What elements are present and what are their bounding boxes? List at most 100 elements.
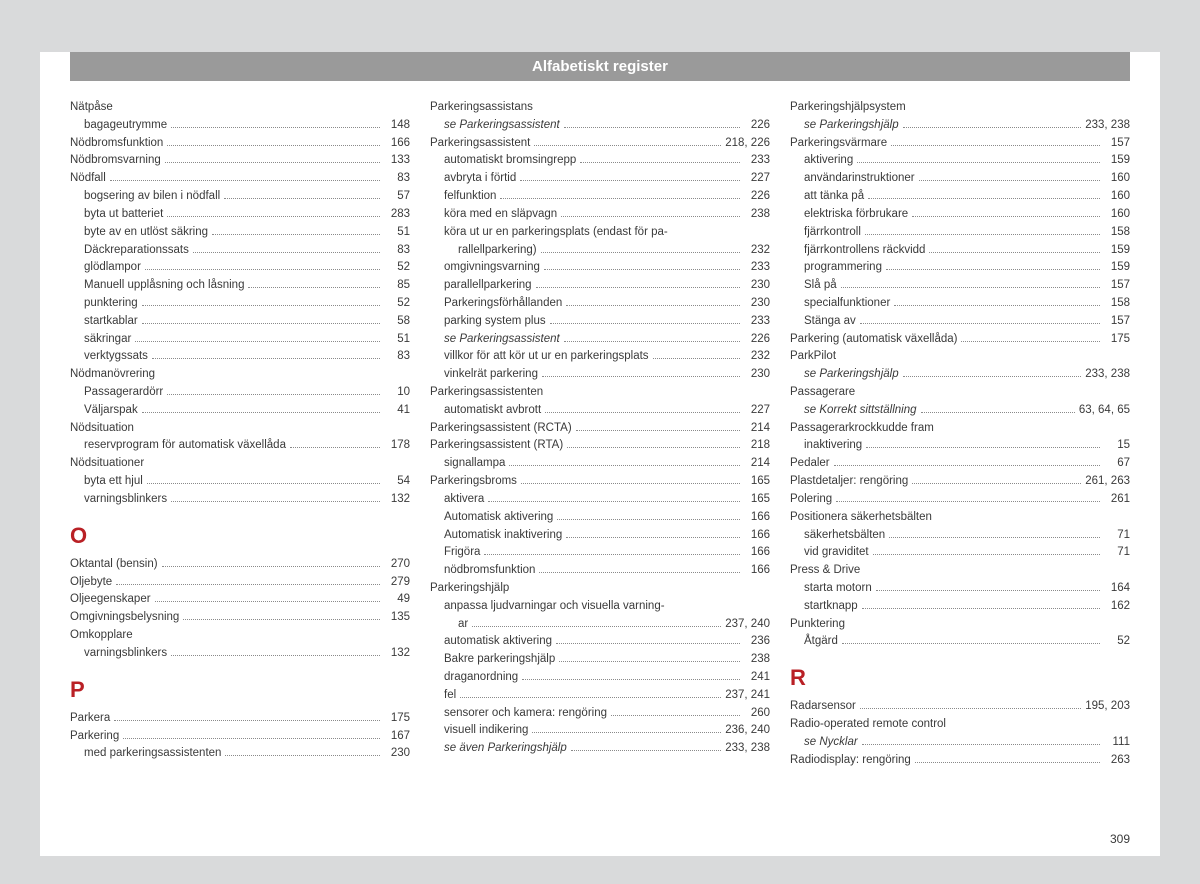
index-entry: Nödsituation bbox=[70, 420, 410, 438]
index-entry-label: Automatisk aktivering bbox=[444, 509, 553, 527]
index-entry: anpassa ljudvarningar och visuella varni… bbox=[430, 598, 770, 616]
index-entry-label: varningsblinkers bbox=[84, 491, 167, 509]
leader-dots bbox=[891, 145, 1100, 146]
index-entry-page: 83 bbox=[384, 170, 410, 188]
index-entry-label: Omkopplare bbox=[70, 627, 133, 645]
index-entry-page: 233 bbox=[744, 152, 770, 170]
leader-dots bbox=[862, 608, 1100, 609]
index-entry-label: Parkeringsassistenten bbox=[430, 384, 543, 402]
index-entry-label: Oljeegenskaper bbox=[70, 591, 151, 609]
index-entry: säkringar51 bbox=[70, 331, 410, 349]
index-entry: Manuell upplåsning och låsning85 bbox=[70, 277, 410, 295]
leader-dots bbox=[653, 358, 740, 359]
leader-dots bbox=[520, 180, 740, 181]
index-entry: automatiskt bromsingrepp 233 bbox=[430, 152, 770, 170]
index-entry-label: rallellparkering) bbox=[458, 242, 537, 260]
index-entry-page: 57 bbox=[384, 188, 410, 206]
leader-dots bbox=[142, 412, 380, 413]
index-entry: ParkPilot bbox=[790, 348, 1130, 366]
leader-dots bbox=[536, 287, 740, 288]
index-column-1: Nätpåsebagageutrymme148Nödbromsfunktion1… bbox=[70, 99, 410, 770]
index-entry: Väljarspak 41 bbox=[70, 402, 410, 420]
leader-dots bbox=[534, 145, 721, 146]
leader-dots bbox=[488, 501, 740, 502]
index-entry-label: programmering bbox=[804, 259, 882, 277]
index-entry-label: Frigöra bbox=[444, 544, 480, 562]
index-entry-page: 218, 226 bbox=[725, 135, 770, 153]
index-entry: Plastdetaljer: rengöring261, 263 bbox=[790, 473, 1130, 491]
leader-dots bbox=[889, 537, 1100, 538]
index-entry-label: Väljarspak bbox=[84, 402, 138, 420]
index-entry-label: Oktantal (bensin) bbox=[70, 556, 158, 574]
index-entry: Passagerare bbox=[790, 384, 1130, 402]
index-entry-label: Nödfall bbox=[70, 170, 106, 188]
index-entry-page: 166 bbox=[744, 562, 770, 580]
index-entry-label: köra med en släpvagn bbox=[444, 206, 557, 224]
index-entry-page: 166 bbox=[744, 509, 770, 527]
index-entry: se Parkeringsassistent226 bbox=[430, 331, 770, 349]
index-entry: Automatisk aktivering 166 bbox=[430, 509, 770, 527]
index-entry: starta motorn164 bbox=[790, 580, 1130, 598]
index-entry-label: Parkeringsförhållanden bbox=[444, 295, 562, 313]
index-entry-label: Nödbromsvarning bbox=[70, 152, 161, 170]
index-entry-label: Slå på bbox=[804, 277, 837, 295]
index-entry-page: 164 bbox=[1104, 580, 1130, 598]
leader-dots bbox=[110, 180, 380, 181]
index-entry-page: 54 bbox=[384, 473, 410, 491]
index-entry-label: Positionera säkerhetsbälten bbox=[790, 509, 932, 527]
index-entry: Nödbromsfunktion166 bbox=[70, 135, 410, 153]
index-entry-page: 111 bbox=[1104, 734, 1130, 752]
index-entry: Parkeringsassistans bbox=[430, 99, 770, 117]
index-entry: användarinstruktioner160 bbox=[790, 170, 1130, 188]
index-entry-label: parallellparkering bbox=[444, 277, 532, 295]
leader-dots bbox=[171, 501, 380, 502]
index-entry: Radio-operated remote control bbox=[790, 716, 1130, 734]
index-entry-page: 52 bbox=[384, 295, 410, 313]
index-entry-label: automatiskt bromsingrepp bbox=[444, 152, 576, 170]
index-entry-label: fel bbox=[444, 687, 456, 705]
index-entry: bagageutrymme148 bbox=[70, 117, 410, 135]
index-entry-label: Parkeringsvärmare bbox=[790, 135, 887, 153]
index-entry: Parkeringsassistent218, 226 bbox=[430, 135, 770, 153]
index-entry-page: 165 bbox=[744, 473, 770, 491]
leader-dots bbox=[165, 162, 380, 163]
index-columns: Nätpåsebagageutrymme148Nödbromsfunktion1… bbox=[40, 99, 1160, 770]
leader-dots bbox=[167, 145, 380, 146]
index-entry-page: 230 bbox=[744, 277, 770, 295]
index-entry: Pedaler67 bbox=[790, 455, 1130, 473]
index-entry-page: 165 bbox=[744, 491, 770, 509]
index-entry: sensorer och kamera: rengöring260 bbox=[430, 705, 770, 723]
leader-dots bbox=[929, 252, 1100, 253]
index-entry-page: 263 bbox=[1104, 752, 1130, 770]
leader-dots bbox=[894, 305, 1100, 306]
index-entry: Oljebyte279 bbox=[70, 574, 410, 592]
index-entry-label: anpassa ljudvarningar och visuella varni… bbox=[444, 598, 665, 616]
index-entry-label: startkablar bbox=[84, 313, 138, 331]
index-entry-label: automatiskt avbrott bbox=[444, 402, 541, 420]
index-entry: Polering261 bbox=[790, 491, 1130, 509]
index-entry-page: 167 bbox=[384, 728, 410, 746]
index-entry-label: Passagerardörr bbox=[84, 384, 163, 402]
index-entry-label: Plastdetaljer: rengöring bbox=[790, 473, 908, 491]
index-entry: Passagerarkrockkudde fram bbox=[790, 420, 1130, 438]
index-entry: automatisk aktivering236 bbox=[430, 633, 770, 651]
index-entry-label: Parkering (automatisk växellåda) bbox=[790, 331, 957, 349]
index-entry-page: 41 bbox=[384, 402, 410, 420]
index-entry: Omgivningsbelysning135 bbox=[70, 609, 410, 627]
index-entry: Parkeringsassistenten bbox=[430, 384, 770, 402]
index-entry: Oljeegenskaper49 bbox=[70, 591, 410, 609]
index-entry-label: sensorer och kamera: rengöring bbox=[444, 705, 607, 723]
index-entry-label: Parkering bbox=[70, 728, 119, 746]
leader-dots bbox=[860, 323, 1100, 324]
leader-dots bbox=[248, 287, 380, 288]
index-entry-label: köra ut ur en parkeringsplats (endast fö… bbox=[444, 224, 668, 242]
index-entry-label: se Nycklar bbox=[804, 734, 858, 752]
index-entry: felfunktion226 bbox=[430, 188, 770, 206]
index-entry-label: ar bbox=[458, 616, 468, 634]
leader-dots bbox=[873, 554, 1100, 555]
index-entry-label: Stänga av bbox=[804, 313, 856, 331]
index-entry: Nödmanövrering bbox=[70, 366, 410, 384]
index-entry-label: Parkeringsassistent (RCTA) bbox=[430, 420, 572, 438]
index-entry-page: 236 bbox=[744, 633, 770, 651]
index-entry: reservprogram för automatisk växellåda17… bbox=[70, 437, 410, 455]
